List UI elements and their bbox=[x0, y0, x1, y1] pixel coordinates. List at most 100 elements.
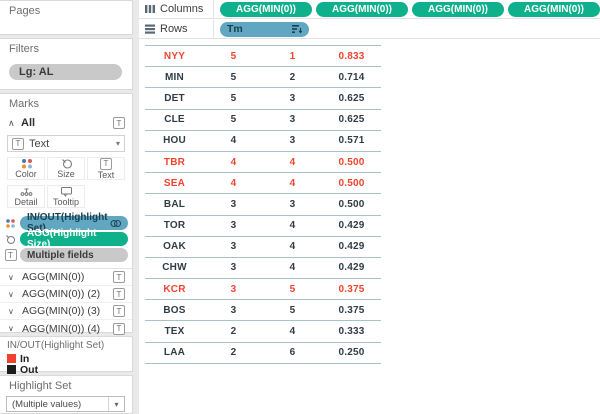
detail-button[interactable]: Detail bbox=[7, 185, 45, 208]
columns-pill-4[interactable]: AGG(MIN(0)) bbox=[508, 1, 600, 17]
wins-cell[interactable]: 3 bbox=[230, 220, 237, 232]
losses-cell[interactable]: 4 bbox=[289, 241, 296, 253]
losses-cell[interactable]: 2 bbox=[289, 71, 296, 83]
pct-cell[interactable]: 0.333 bbox=[338, 326, 365, 338]
chevron-down-icon[interactable]: ▾ bbox=[108, 397, 124, 411]
pill-agg-highlight-size[interactable]: AGG(Highlight Size) bbox=[20, 228, 128, 250]
size-button[interactable]: Size bbox=[47, 157, 85, 180]
losses-cell[interactable]: 1 bbox=[289, 50, 296, 62]
highlight-set-dropdown[interactable]: (Multiple values) ▾ bbox=[6, 396, 125, 412]
losses-cell[interactable]: 3 bbox=[289, 135, 296, 147]
table-row[interactable]: MIN 5 2 0.714 bbox=[145, 67, 381, 89]
team-cell[interactable]: NYY bbox=[163, 50, 186, 62]
marks-card-agg-min-0-3[interactable]: ∨ AGG(MIN(0)) (3) T bbox=[0, 303, 132, 320]
table-row[interactable]: BOS 3 5 0.375 bbox=[145, 300, 381, 322]
marks-all-row[interactable]: ∧ All T bbox=[0, 110, 132, 132]
table-row[interactable]: KCR 3 5 0.375 bbox=[145, 279, 381, 301]
wins-cell[interactable]: 4 bbox=[230, 156, 237, 168]
pct-cell[interactable]: 0.714 bbox=[338, 71, 365, 83]
sort-descending-icon[interactable] bbox=[292, 24, 302, 34]
table-row[interactable]: CHW 3 4 0.429 bbox=[145, 258, 381, 280]
team-cell[interactable]: TBR bbox=[163, 156, 186, 168]
pct-cell[interactable]: 0.250 bbox=[338, 347, 365, 359]
losses-cell[interactable]: 3 bbox=[289, 92, 296, 104]
team-cell[interactable]: CHW bbox=[162, 262, 187, 274]
wins-cell[interactable]: 3 bbox=[230, 304, 237, 316]
pill-multiple-fields[interactable]: Multiple fields bbox=[20, 248, 128, 262]
losses-cell[interactable]: 4 bbox=[289, 177, 296, 189]
columns-shelf[interactable]: Columns AGG(MIN(0)) AGG(MIN(0)) AGG(MIN(… bbox=[139, 0, 600, 19]
columns-pill-2[interactable]: AGG(MIN(0)) bbox=[316, 1, 408, 17]
wins-cell[interactable]: 3 bbox=[230, 198, 237, 210]
chevron-down-icon[interactable]: ▾ bbox=[115, 139, 120, 148]
legend-item-out[interactable]: Out bbox=[0, 364, 132, 376]
team-cell[interactable]: MIN bbox=[165, 71, 184, 83]
marks-card-agg-min-0[interactable]: ∨ AGG(MIN(0)) T bbox=[0, 269, 132, 286]
pct-cell[interactable]: 0.429 bbox=[338, 220, 365, 232]
table-row[interactable]: BAL 3 3 0.500 bbox=[145, 194, 381, 216]
pct-cell[interactable]: 0.429 bbox=[338, 241, 365, 253]
pages-shelf[interactable]: Pages bbox=[0, 0, 133, 35]
team-cell[interactable]: LAA bbox=[163, 347, 186, 359]
table-row[interactable]: DET 5 3 0.625 bbox=[145, 88, 381, 110]
table-row[interactable]: TOR 3 4 0.429 bbox=[145, 216, 381, 237]
losses-cell[interactable]: 5 bbox=[289, 283, 296, 295]
marks-card-agg-min-0-2[interactable]: ∨ AGG(MIN(0)) (2) T bbox=[0, 286, 132, 303]
team-cell[interactable]: BAL bbox=[163, 198, 186, 210]
team-cell[interactable]: SEA bbox=[163, 177, 186, 189]
pct-cell[interactable]: 0.375 bbox=[338, 283, 365, 295]
team-cell[interactable]: BOS bbox=[163, 304, 186, 316]
wins-cell[interactable]: 2 bbox=[230, 326, 237, 338]
pct-cell[interactable]: 0.500 bbox=[338, 156, 365, 168]
losses-cell[interactable]: 6 bbox=[289, 347, 296, 359]
table-row[interactable]: HOU 4 3 0.571 bbox=[145, 131, 381, 152]
wins-cell[interactable]: 5 bbox=[230, 71, 237, 83]
losses-cell[interactable]: 4 bbox=[289, 156, 296, 168]
color-button[interactable]: Color bbox=[7, 157, 45, 180]
team-cell[interactable]: CLE bbox=[164, 114, 185, 126]
pct-cell[interactable]: 0.375 bbox=[338, 304, 365, 316]
tooltip-button[interactable]: Tooltip bbox=[47, 185, 85, 208]
wins-cell[interactable]: 3 bbox=[230, 283, 237, 295]
wins-cell[interactable]: 4 bbox=[230, 135, 237, 147]
losses-cell[interactable]: 5 bbox=[289, 304, 296, 316]
table-row[interactable]: TBR 4 4 0.500 bbox=[145, 152, 381, 174]
chevron-down-icon[interactable]: ∨ bbox=[8, 289, 14, 299]
table-row[interactable]: NYY 5 1 0.833 bbox=[145, 46, 381, 68]
pct-cell[interactable]: 0.500 bbox=[338, 177, 365, 189]
filters-shelf[interactable]: Filters Lg: AL bbox=[0, 38, 133, 90]
chevron-up-icon[interactable]: ∧ bbox=[8, 117, 15, 128]
team-cell[interactable]: HOU bbox=[163, 135, 186, 147]
text-button[interactable]: T Text bbox=[87, 157, 125, 180]
columns-pill-1[interactable]: AGG(MIN(0)) bbox=[220, 1, 312, 17]
wins-cell[interactable]: 5 bbox=[230, 114, 237, 126]
marks-card-agg-min-0-4[interactable]: ∨ AGG(MIN(0)) (4) T bbox=[0, 320, 132, 337]
table-row[interactable]: CLE 5 3 0.625 bbox=[145, 110, 381, 131]
pct-cell[interactable]: 0.500 bbox=[338, 198, 365, 210]
wins-cell[interactable]: 5 bbox=[230, 92, 237, 104]
legend-item-in[interactable]: In bbox=[0, 353, 132, 365]
pct-cell[interactable]: 0.571 bbox=[338, 135, 365, 147]
losses-cell[interactable]: 4 bbox=[289, 326, 296, 338]
rows-pill-tm[interactable]: Tm bbox=[220, 21, 309, 37]
pill-in-out-highlight-set[interactable]: IN/OUT(Highlight Set) bbox=[20, 212, 128, 234]
losses-cell[interactable]: 4 bbox=[289, 220, 296, 232]
pct-cell[interactable]: 0.833 bbox=[338, 50, 365, 62]
losses-cell[interactable]: 4 bbox=[289, 262, 296, 274]
wins-cell[interactable]: 3 bbox=[230, 262, 237, 274]
table-row[interactable]: OAK 3 4 0.429 bbox=[145, 237, 381, 258]
table-row[interactable]: TEX 2 4 0.333 bbox=[145, 321, 381, 343]
team-cell[interactable]: TEX bbox=[164, 326, 185, 338]
pct-cell[interactable]: 0.429 bbox=[338, 262, 365, 274]
filter-pill-lg-al[interactable]: Lg: AL bbox=[9, 64, 122, 80]
team-cell[interactable]: DET bbox=[164, 92, 185, 104]
wins-cell[interactable]: 4 bbox=[230, 177, 237, 189]
team-cell[interactable]: OAK bbox=[163, 241, 186, 253]
columns-pill-3[interactable]: AGG(MIN(0)) bbox=[412, 1, 504, 17]
team-cell[interactable]: TOR bbox=[163, 220, 186, 232]
losses-cell[interactable]: 3 bbox=[289, 114, 296, 126]
losses-cell[interactable]: 3 bbox=[289, 198, 296, 210]
pct-cell[interactable]: 0.625 bbox=[338, 92, 365, 104]
wins-cell[interactable]: 3 bbox=[230, 241, 237, 253]
wins-cell[interactable]: 2 bbox=[230, 347, 237, 359]
